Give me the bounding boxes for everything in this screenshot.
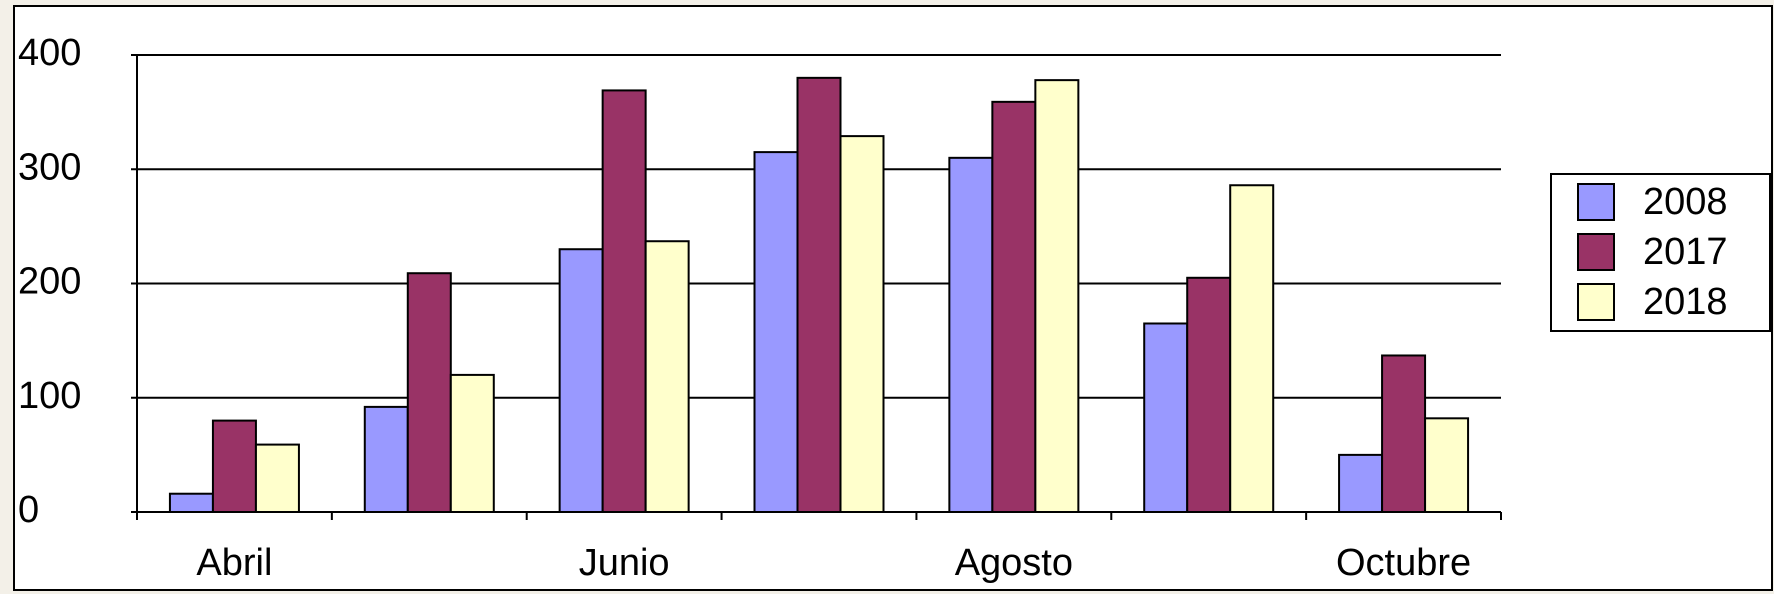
x-tick-label: Octubre <box>1336 542 1471 584</box>
legend-label: 2008 <box>1643 181 1728 223</box>
y-tick-label: 200 <box>18 261 81 303</box>
legend-label: 2018 <box>1643 281 1728 323</box>
bar <box>211 419 257 514</box>
y-tick-label: 0 <box>18 489 39 531</box>
bar <box>1034 79 1080 513</box>
bar <box>254 443 300 513</box>
bar <box>168 492 214 514</box>
bar <box>1186 276 1232 513</box>
x-tick-label: Abril <box>196 542 272 584</box>
bar <box>558 248 604 513</box>
bar <box>1424 417 1470 513</box>
x-tick-label: Junio <box>579 542 670 584</box>
legend-swatch <box>1577 233 1615 271</box>
bar <box>644 240 690 513</box>
bar <box>1338 453 1384 513</box>
bar <box>991 100 1037 513</box>
bar <box>753 151 799 514</box>
bar <box>1143 322 1189 513</box>
y-tick-label: 100 <box>18 375 81 417</box>
y-tick-label: 300 <box>18 146 81 188</box>
bar <box>406 272 452 513</box>
chart-frame <box>13 5 1773 591</box>
x-tick-label: Agosto <box>955 542 1073 584</box>
bar <box>1381 354 1427 514</box>
y-tick-label: 400 <box>18 32 81 74</box>
bar <box>601 89 647 513</box>
bar <box>796 76 842 513</box>
legend-swatch <box>1577 283 1615 321</box>
bar <box>1229 184 1275 513</box>
bar <box>363 405 409 514</box>
legend-swatch <box>1577 183 1615 221</box>
legend-label: 2017 <box>1643 231 1728 273</box>
bar <box>839 135 885 513</box>
bar <box>948 156 994 513</box>
bar <box>449 373 495 513</box>
